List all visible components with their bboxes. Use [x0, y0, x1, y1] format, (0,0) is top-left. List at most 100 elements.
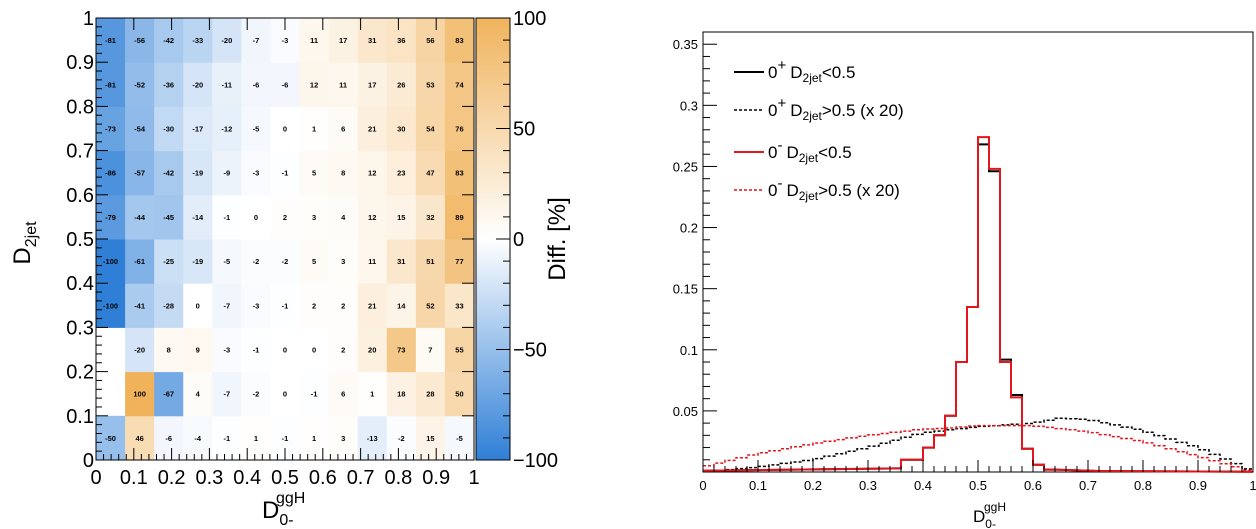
heatmap-cell [328, 283, 359, 328]
heatmap-cell-value: 31 [397, 257, 405, 266]
heatmap-y-tick-label: 0.9 [66, 52, 94, 74]
heatmap-cell [386, 62, 417, 107]
heatmap-cell-value: -81 [105, 36, 116, 45]
heatmap-cell [386, 106, 417, 152]
heatmap-cell [154, 327, 184, 373]
histogram-x-tick-label: 0.6 [1024, 478, 1042, 493]
heatmap-cell [299, 18, 330, 63]
heatmap-cell [386, 239, 417, 284]
heatmap-y-title-sub: 2jet [23, 221, 40, 247]
heatmap-cell-value: 9 [196, 346, 200, 355]
heatmap-cell [96, 283, 126, 328]
heatmap-cell-value: 6 [341, 125, 345, 134]
heatmap-cell-value: 20 [368, 346, 376, 355]
legend-label-var: D [790, 63, 802, 82]
heatmap-cell-value: -42 [163, 169, 174, 178]
heatmap-x-tick-label: 0.1 [120, 467, 148, 489]
heatmap-cell [444, 239, 475, 284]
heatmap-cell [183, 106, 213, 152]
heatmap-cell [125, 371, 155, 417]
heatmap-cell [415, 194, 446, 240]
heatmap-cell-value: 2 [312, 301, 316, 310]
heatmap-cell-value: -19 [192, 169, 203, 178]
heatmap-cell-value: -7 [224, 301, 231, 310]
heatmap-cell [444, 283, 475, 328]
histogram-series [702, 136, 1254, 473]
legend-label-sub: 2jet [803, 109, 823, 123]
heatmap-x-title-sup: ggH [276, 490, 305, 507]
legend-label-tail: <0.5 [818, 143, 852, 162]
heatmap-cell-value: 0 [254, 213, 258, 222]
heatmap-y-tick-label: 0.1 [66, 406, 94, 428]
heatmap-cell [96, 150, 126, 196]
heatmap-cell [241, 371, 271, 417]
heatmap-cell-value: 8 [167, 346, 171, 355]
heatmap-cell [154, 194, 184, 240]
heatmap-cell-value: 11 [310, 36, 318, 45]
heatmap-cell [183, 415, 213, 461]
legend-label-sup: - [777, 137, 782, 154]
heatmap-cell [154, 18, 184, 63]
heatmap-cell-value: -45 [163, 213, 174, 222]
heatmap-cell-value: 33 [455, 301, 463, 310]
heatmap-x-tick-label: 0.3 [195, 467, 223, 489]
heatmap-cell-value: 11 [339, 80, 347, 89]
heatmap-cell-value: 100 [133, 390, 146, 399]
colorbar-tick-label: −50 [513, 340, 547, 362]
heatmap-cell-value: -19 [192, 257, 203, 266]
heatmap-cell-value: -52 [134, 80, 145, 89]
heatmap-cell-value: 5 [312, 257, 316, 266]
heatmap-cell-value: -20 [221, 36, 232, 45]
heatmap-cell-value: -81 [105, 80, 116, 89]
heatmap-cell-value: 30 [397, 125, 405, 134]
heatmap-cell [96, 62, 126, 107]
heatmap-cell-value: 46 [135, 434, 143, 443]
heatmap-cell [444, 106, 475, 152]
legend-label-tail: >0.5 (x 20) [818, 181, 900, 200]
heatmap-cell-value: -3 [253, 301, 260, 310]
heatmap-cell [328, 106, 359, 152]
heatmap-cell [154, 283, 184, 328]
heatmap-cell-value: -36 [163, 80, 174, 89]
heatmap-cell [241, 327, 271, 373]
heatmap-cell-value: 17 [339, 36, 347, 45]
heatmap-cell-value: -28 [163, 301, 174, 310]
legend-label-main: 0 [768, 181, 777, 200]
heatmap-cell-value: 73 [397, 346, 405, 355]
heatmap-cell-value: -54 [134, 125, 146, 134]
heatmap-cell-value: 28 [426, 390, 434, 399]
heatmap-cell [241, 62, 271, 107]
heatmap-cell [125, 327, 155, 373]
heatmap-cell-value: -1 [282, 301, 289, 310]
histogram-x-tick-label: 0 [699, 478, 706, 493]
heatmap-cell [125, 150, 155, 196]
heatmap-cell-value: 2 [283, 213, 287, 222]
heatmap-cell [357, 239, 388, 284]
heatmap-cell [357, 150, 388, 196]
heatmap-cell-value: -7 [224, 390, 231, 399]
heatmap-cell [386, 194, 417, 240]
heatmap-x-tick-label: 0.4 [233, 467, 261, 489]
legend-label-main: 0 [768, 143, 777, 162]
heatmap-cell-value: 56 [426, 36, 434, 45]
heatmap-cell [183, 239, 213, 284]
heatmap-cell-value: 17 [368, 80, 376, 89]
heatmap-cell [183, 150, 213, 196]
heatmap-cell [328, 239, 359, 284]
heatmap-cell [328, 18, 359, 63]
heatmap-cell [212, 106, 242, 152]
heatmap-cell-value: 77 [455, 257, 463, 266]
legend-label-tail: <0.5 [822, 63, 856, 82]
legend-label-sup: + [777, 95, 786, 112]
histogram-y-tick-label: 0.1 [680, 343, 698, 358]
heatmap-cell [125, 415, 155, 461]
heatmap-cell-value: 83 [455, 169, 463, 178]
heatmap-cell [328, 371, 359, 417]
heatmap-cell-value: 0 [196, 301, 200, 310]
heatmap-cell-value: -5 [253, 125, 260, 134]
heatmap-cell-value: 6 [341, 390, 345, 399]
legend-label-main: 0 [768, 101, 777, 120]
heatmap-cell [96, 415, 126, 461]
heatmap-x-tick-label: 1 [468, 467, 479, 489]
colorbar [475, 17, 511, 461]
